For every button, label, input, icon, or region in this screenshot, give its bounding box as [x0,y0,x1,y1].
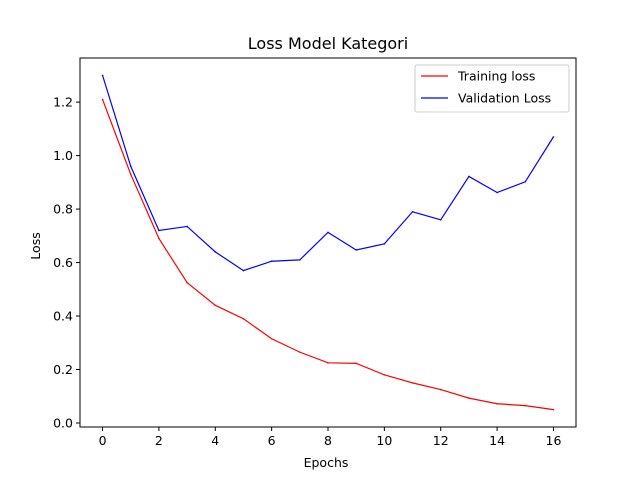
data-point [552,136,555,138]
data-point [411,382,414,384]
plot-frame [79,57,577,428]
data-point [327,231,329,234]
legend-label-0: Training loss [457,69,535,84]
x-tick-label: 2 [155,433,163,448]
x-axis-label: Epochs [304,455,349,470]
data-point [101,98,104,101]
data-point [186,281,188,284]
data-point [355,362,357,365]
data-point [299,259,301,261]
data-point [496,191,498,194]
x-tick-label: 6 [268,433,276,448]
data-point [327,362,329,364]
data-point [101,74,104,77]
data-point [242,317,245,320]
y-tick-label: 0.8 [53,202,73,217]
data-point [439,388,442,391]
data-point [158,237,160,240]
data-point [129,173,132,176]
data-point [214,251,217,253]
y-tick-label: 0.4 [53,309,73,324]
data-point [439,218,442,221]
x-tick-label: 0 [99,433,107,448]
plot-area [101,74,555,411]
data-point [496,402,498,405]
y-axis-label: Loss [28,232,43,259]
data-point [242,269,245,272]
data-point [383,243,386,245]
x-tick-label: 10 [376,433,392,448]
y-tick-label: 0.0 [53,415,73,430]
chart-title: Loss Model Kategori [248,34,408,53]
data-point [299,351,301,353]
y-tick-label: 1.0 [53,148,73,163]
data-point [355,249,357,251]
y-tick-label: 0.2 [53,362,73,377]
data-point [468,175,470,178]
data-point [552,408,555,411]
data-point [214,304,217,307]
data-point [129,165,132,168]
data-point [411,210,414,213]
data-point [270,260,273,263]
data-point [270,337,273,340]
legend-box [414,64,570,113]
x-tick-label: 8 [324,433,332,448]
data-point [158,229,160,232]
data-point [468,397,470,399]
data-point [524,404,527,407]
data-point [524,181,527,183]
x-tick-label: 4 [211,433,219,448]
legend: Training loss Validation Loss [414,64,570,113]
legend-label-1: Validation Loss [458,91,551,106]
y-tick-label: 1.2 [53,95,73,110]
y-tick-label: 0.6 [53,255,73,270]
data-point [383,374,386,376]
axes: 0 2 4 6 8 10 12 14 16 0.0 0.2 0.4 0.6 0.8 1.0 1.2 [53,57,577,448]
x-tick-label: 14 [489,433,505,448]
x-tick-label: 16 [546,433,562,448]
x-tick-label: 12 [433,433,449,448]
data-point [186,225,188,228]
